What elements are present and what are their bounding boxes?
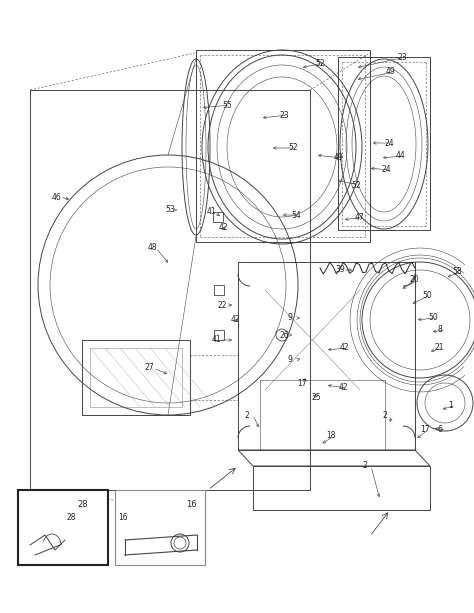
Text: 50: 50 <box>422 291 432 300</box>
Text: 28: 28 <box>67 514 76 522</box>
Text: 53: 53 <box>165 205 175 215</box>
Text: 28: 28 <box>77 500 88 509</box>
Text: 9: 9 <box>288 313 293 322</box>
Bar <box>213 212 223 222</box>
Text: 41: 41 <box>212 335 222 345</box>
Text: 8: 8 <box>438 326 443 335</box>
Text: 16: 16 <box>186 500 197 509</box>
Text: 48: 48 <box>148 243 158 253</box>
Text: 27: 27 <box>145 364 155 373</box>
Text: 2: 2 <box>363 462 368 471</box>
Bar <box>214 330 224 340</box>
Text: 17: 17 <box>297 378 307 387</box>
Text: 42: 42 <box>340 343 350 352</box>
Text: 23: 23 <box>280 110 290 120</box>
Text: 9: 9 <box>288 356 293 365</box>
Text: 20: 20 <box>410 275 419 284</box>
Text: 58: 58 <box>452 267 462 276</box>
Text: 50: 50 <box>428 313 438 322</box>
Text: 6: 6 <box>438 425 443 435</box>
Text: 42: 42 <box>231 316 241 324</box>
Text: 24: 24 <box>382 166 392 175</box>
Text: 22: 22 <box>218 300 228 310</box>
Text: 18: 18 <box>326 432 336 441</box>
Text: 42: 42 <box>339 384 348 392</box>
Text: 54: 54 <box>291 210 301 219</box>
Text: 17: 17 <box>420 425 429 435</box>
Text: 52: 52 <box>351 180 361 189</box>
Text: 55: 55 <box>222 101 232 110</box>
Text: 44: 44 <box>396 151 406 161</box>
Text: 16: 16 <box>118 514 128 522</box>
Text: 25: 25 <box>312 392 322 402</box>
Text: 49: 49 <box>386 67 396 77</box>
Text: 47: 47 <box>355 213 365 221</box>
Text: 26: 26 <box>280 330 290 340</box>
Bar <box>214 285 224 295</box>
Text: 2: 2 <box>245 411 250 419</box>
Text: 52: 52 <box>288 143 298 153</box>
Text: 21: 21 <box>435 343 445 352</box>
Text: 42: 42 <box>219 224 228 232</box>
Text: 52: 52 <box>315 58 325 67</box>
Text: 49: 49 <box>334 153 344 162</box>
Text: 24: 24 <box>385 139 395 148</box>
Bar <box>115 490 205 565</box>
Bar <box>18 490 108 565</box>
Text: 46: 46 <box>52 192 62 202</box>
Text: 1: 1 <box>448 400 453 409</box>
Text: 23: 23 <box>398 53 408 61</box>
Text: 2: 2 <box>383 411 388 419</box>
Text: 41: 41 <box>207 207 217 216</box>
Text: 39: 39 <box>335 265 345 275</box>
